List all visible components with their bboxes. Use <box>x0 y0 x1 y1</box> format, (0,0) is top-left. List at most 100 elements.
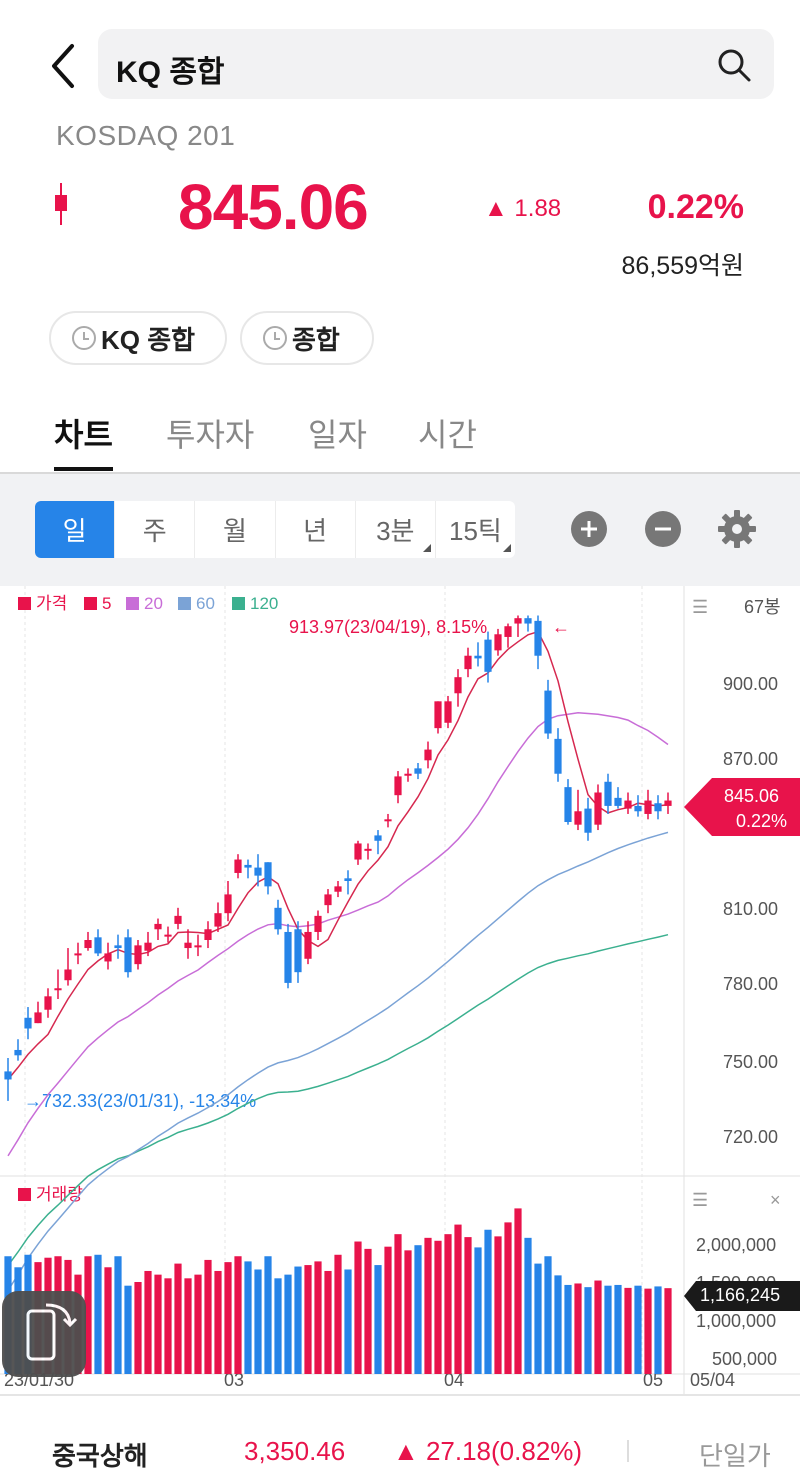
search-text: KQ 종합 <box>116 56 225 89</box>
candle-body <box>294 929 302 973</box>
back-icon[interactable] <box>44 42 84 90</box>
volume-tag-shape <box>684 1281 800 1311</box>
clock-icon <box>72 326 96 350</box>
period-label: 일 <box>62 516 87 546</box>
period-year[interactable]: 년 <box>276 501 356 558</box>
bottom-ticker[interactable]: 중국상해 3,350.46 ▲ 27.18(0.82%) 단일가 <box>0 1394 800 1477</box>
chip-kq-composite[interactable]: KQ 종합 <box>49 311 227 365</box>
period-label: 15틱 <box>449 516 502 546</box>
candle-body <box>234 859 242 873</box>
high-annotation: 913.97(23/04/19), 8.15% <box>289 617 487 637</box>
volume-bar <box>374 1265 382 1374</box>
volume-bar <box>334 1254 342 1374</box>
price-change: ▲ 1.88 <box>484 195 562 222</box>
price-axis-label: 900.00 <box>723 674 778 694</box>
period-month[interactable]: 월 <box>195 501 276 558</box>
chart-toolbar: 일 주 월 년 3분 15틱 <box>0 474 800 586</box>
chip-composite[interactable]: 종합 <box>240 311 374 365</box>
period-label: 3분 <box>376 516 415 546</box>
chip-label: KQ 종합 <box>101 324 196 355</box>
volume-axis-label: 500,000 <box>712 1349 777 1369</box>
candle-body <box>24 1017 32 1029</box>
low-arrow-icon: → <box>24 1091 42 1111</box>
candle-body <box>654 803 662 812</box>
single-price-button[interactable]: 단일가 <box>699 1441 771 1471</box>
tab-daily[interactable]: 일자 <box>308 417 367 453</box>
high-arrow-icon: ← <box>552 617 570 637</box>
zoom-out-icon[interactable] <box>645 511 681 547</box>
search-icon[interactable] <box>716 47 752 83</box>
candle-body <box>464 655 472 670</box>
volume-bar <box>164 1278 172 1374</box>
ticker-change: ▲ 27.18(0.82%) <box>393 1436 583 1466</box>
candle-body <box>14 1049 22 1056</box>
search-input[interactable]: KQ 종합 <box>98 29 774 99</box>
volume-bar <box>234 1256 242 1374</box>
volume-bar <box>224 1262 232 1374</box>
volume-bar <box>154 1274 162 1374</box>
volume-bar <box>314 1261 322 1374</box>
legend-price-swatch <box>18 597 31 610</box>
price-tag-shape <box>684 778 800 836</box>
price-axis-label: 750.00 <box>723 1052 778 1072</box>
zoom-in-icon[interactable] <box>571 511 607 547</box>
menu-icon[interactable]: ☰ <box>692 597 708 617</box>
tab-chart[interactable]: 차트 <box>54 417 113 453</box>
current-price-tag: 845.06 0.22% <box>684 778 800 836</box>
legend-ma60: 60 <box>196 594 215 613</box>
candle-body <box>324 894 332 906</box>
tab-investor[interactable]: 투자자 <box>166 417 255 453</box>
period-tick[interactable]: 15틱 <box>436 501 515 558</box>
ma20-line <box>7 712 669 1157</box>
volume-bar <box>194 1274 202 1374</box>
legend-volume-swatch <box>18 1188 31 1201</box>
volume-bar <box>84 1256 92 1374</box>
change-rate: 0.22% <box>647 188 744 226</box>
gear-icon[interactable] <box>717 509 757 549</box>
volume-tag-value: 1,166,245 <box>700 1285 781 1305</box>
candle-body <box>574 811 582 825</box>
candle-body <box>214 913 222 927</box>
price-axis-label: 870.00 <box>723 749 778 769</box>
dropdown-corner-icon <box>422 544 431 552</box>
chart-canvas[interactable]: 가격 5 20 60 120 ☰ 67봉 913.97(23/04/19), 8… <box>0 586 800 1394</box>
period-day[interactable]: 일 <box>35 501 116 558</box>
volume-bar <box>494 1236 502 1374</box>
candle-body <box>204 929 212 940</box>
period-week[interactable]: 주 <box>115 501 196 558</box>
volume-bar <box>124 1285 132 1374</box>
volume-bar <box>654 1286 662 1374</box>
candle-body <box>194 945 202 948</box>
bar-count: 67봉 <box>744 597 781 617</box>
volume-bar <box>244 1261 252 1374</box>
volume-bar <box>474 1247 482 1374</box>
tab-time[interactable]: 시간 <box>418 417 477 453</box>
price-tag-value: 845.06 <box>724 786 780 806</box>
volume-bar <box>104 1267 112 1374</box>
volume-bar <box>414 1245 422 1374</box>
volume-bar <box>504 1222 512 1374</box>
candle-icon <box>55 183 67 225</box>
current-price: 845.06 <box>178 171 369 243</box>
period-minute[interactable]: 3분 <box>356 501 436 558</box>
volume-bar <box>594 1280 602 1374</box>
price-axis-label: 780.00 <box>723 974 778 994</box>
trading-amount: 86,559억원 <box>621 252 744 280</box>
rotate-screen-button[interactable] <box>2 1291 86 1377</box>
close-icon[interactable]: × <box>770 1190 781 1210</box>
volume-bar <box>604 1285 612 1374</box>
volume-bar <box>664 1288 672 1374</box>
candle-body <box>134 945 142 965</box>
volume-menu-icon[interactable]: ☰ <box>692 1190 708 1210</box>
candle-body <box>334 886 342 892</box>
candle-body <box>264 862 272 887</box>
price-chart[interactable]: 가격 5 20 60 120 ☰ 67봉 913.97(23/04/19), 8… <box>0 586 800 1394</box>
volume-bar <box>134 1282 142 1374</box>
price-tag-rate: 0.22% <box>736 811 788 831</box>
candle-body <box>124 937 132 973</box>
index-subtitle: KOSDAQ 201 <box>56 120 236 151</box>
candle-body <box>84 940 92 949</box>
legend-price: 가격 <box>36 594 67 613</box>
volume-bar <box>554 1275 562 1374</box>
volume-bar <box>394 1234 402 1374</box>
